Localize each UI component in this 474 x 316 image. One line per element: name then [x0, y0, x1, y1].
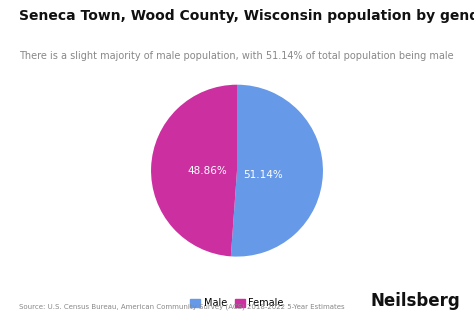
Text: Source: U.S. Census Bureau, American Community Survey (ACS) 2018-2022 5-Year Est: Source: U.S. Census Bureau, American Com…	[19, 303, 345, 310]
Text: Seneca Town, Wood County, Wisconsin population by gender: Seneca Town, Wood County, Wisconsin popu…	[19, 9, 474, 23]
Wedge shape	[151, 85, 237, 256]
Text: Neilsberg: Neilsberg	[370, 292, 460, 310]
Text: 51.14%: 51.14%	[243, 170, 283, 180]
Text: 48.86%: 48.86%	[187, 166, 227, 176]
Legend: Male, Female: Male, Female	[186, 294, 288, 312]
Text: There is a slight majority of male population, with 51.14% of total population b: There is a slight majority of male popul…	[19, 51, 454, 61]
Wedge shape	[231, 85, 323, 257]
